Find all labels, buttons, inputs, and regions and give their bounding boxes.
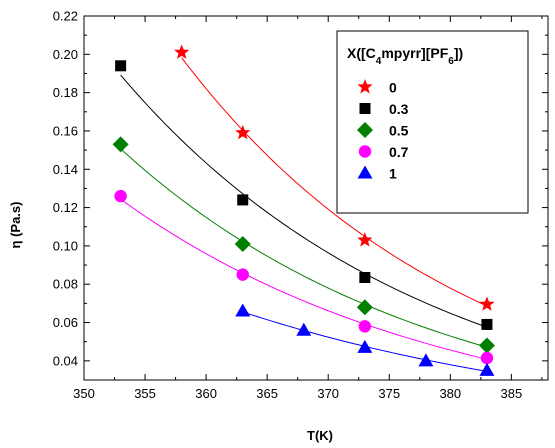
data-point-1 — [418, 353, 434, 367]
x-tick-label: 375 — [378, 386, 400, 401]
data-points — [112, 44, 495, 376]
x-tick-label: 385 — [501, 386, 523, 401]
legend-label-1: 1 — [389, 166, 397, 182]
data-point-0 — [479, 296, 495, 311]
data-point-0 — [235, 124, 251, 140]
y-tick-label: 0.16 — [53, 123, 78, 138]
data-point-0.3 — [237, 194, 249, 206]
y-tick-label: 0.14 — [53, 162, 78, 177]
y-tick-label: 0.06 — [53, 315, 78, 330]
x-tick-label: 370 — [317, 386, 339, 401]
y-tick-label: 0.10 — [53, 238, 78, 253]
data-point-0.7 — [358, 320, 372, 333]
data-point-0.7 — [114, 189, 127, 203]
data-point-1 — [296, 322, 312, 336]
fit-curve-0.5 — [120, 148, 488, 348]
y-tick-label: 0.12 — [53, 200, 78, 215]
data-point-0.3 — [481, 318, 493, 330]
data-point-1 — [479, 362, 495, 376]
data-point-0.3 — [359, 272, 371, 284]
legend-marker-1 — [357, 165, 373, 179]
x-tick-label: 355 — [134, 386, 156, 401]
fit-curve-0 — [181, 57, 488, 307]
data-point-1 — [357, 339, 373, 353]
y-axis-title: η (Pa.s) — [8, 202, 23, 249]
x-tick-label: 365 — [256, 386, 278, 401]
legend-marker-0.3 — [359, 103, 371, 114]
data-point-0.3 — [115, 60, 127, 72]
plot-frame — [83, 15, 549, 381]
legend-label-0.7: 0.7 — [389, 144, 409, 160]
legend-title: X([C4mpyrr][PF6]) — [347, 45, 463, 67]
data-point-0 — [174, 44, 190, 59]
fit-curve-0.3 — [120, 74, 488, 328]
data-point-0.5 — [356, 299, 373, 316]
data-point-0.7 — [480, 351, 494, 365]
x-tick-label: 360 — [195, 386, 217, 401]
data-point-0.5 — [112, 136, 129, 153]
fit-curves — [120, 57, 488, 372]
y-tick-label: 0.18 — [53, 85, 78, 100]
data-point-0.5 — [478, 337, 495, 354]
y-tick-label: 0.20 — [53, 47, 78, 62]
x-axis-title: T(K) — [307, 428, 333, 443]
x-tick-label: 350 — [73, 386, 95, 401]
data-point-0.5 — [234, 235, 251, 252]
y-tick-label: 0.08 — [53, 277, 78, 292]
y-tick-label: 0.04 — [53, 353, 78, 368]
legend-marker-0.7 — [358, 145, 372, 158]
fit-curve-0.7 — [120, 198, 488, 360]
data-point-0.7 — [236, 268, 249, 281]
legend-marker-0.5 — [357, 122, 373, 138]
axes: 350 355 360 365 370 375 380 385 0.04 0.06 0.08 0.10… — [53, 9, 549, 401]
y-tick-label: 0.22 — [53, 9, 78, 24]
data-point-0 — [357, 232, 373, 247]
legend-label-0.5: 0.5 — [389, 123, 409, 139]
legend: X([C4mpyrr][PF6]) 0 0.3 0.5 0.7 1 — [336, 30, 529, 214]
x-tick-label: 380 — [439, 386, 461, 401]
legend-label-0: 0 — [389, 80, 397, 96]
legend-box — [336, 30, 529, 214]
legend-marker-0 — [357, 79, 373, 94]
legend-label-0.3: 0.3 — [389, 101, 409, 117]
data-point-1 — [235, 303, 251, 317]
